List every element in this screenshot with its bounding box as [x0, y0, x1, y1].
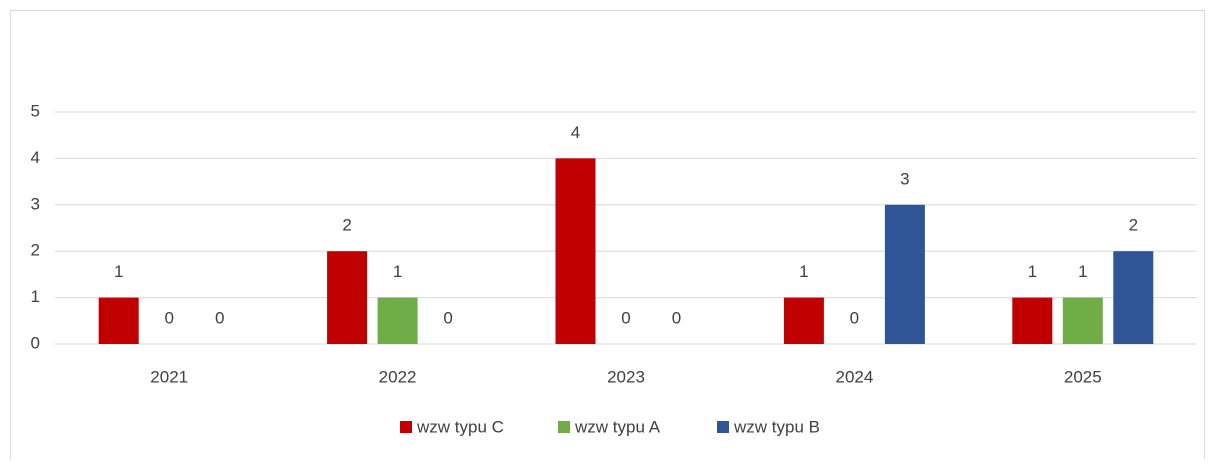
y-tick-label: 0 — [31, 333, 40, 352]
y-tick-label: 5 — [31, 101, 40, 120]
x-tick-label: 2022 — [379, 367, 417, 386]
value-label: 2 — [1129, 216, 1138, 235]
value-label: 1 — [114, 262, 123, 281]
value-label: 0 — [164, 308, 173, 327]
bar — [1113, 251, 1154, 344]
value-label: 1 — [1078, 262, 1087, 281]
legend-label: wzw typu C — [416, 417, 504, 436]
x-tick-label: 2021 — [150, 367, 188, 386]
y-tick-label: 2 — [31, 241, 40, 260]
legend-label: wzw typu B — [733, 417, 820, 436]
bar — [327, 251, 368, 344]
bar — [884, 204, 925, 344]
value-label: 4 — [571, 123, 580, 142]
value-label: 0 — [621, 308, 630, 327]
value-label: 0 — [215, 308, 224, 327]
bar — [555, 158, 596, 344]
value-label: 1 — [393, 262, 402, 281]
y-tick-label: 1 — [31, 287, 40, 306]
x-tick-label: 2023 — [607, 367, 645, 386]
value-label: 2 — [342, 216, 351, 235]
legend-swatch — [717, 421, 729, 433]
legend-swatch — [400, 421, 412, 433]
x-tick-label: 2025 — [1064, 367, 1102, 386]
value-label: 0 — [672, 308, 681, 327]
bar — [1012, 297, 1053, 344]
value-label: 3 — [900, 169, 909, 188]
y-tick-label: 4 — [31, 148, 40, 167]
value-label: 0 — [443, 308, 452, 327]
value-label: 1 — [799, 262, 808, 281]
x-tick-label: 2024 — [835, 367, 873, 386]
bar — [783, 297, 824, 344]
legend-label: wzw typu A — [574, 417, 661, 436]
bar — [377, 297, 418, 344]
legend-swatch — [558, 421, 570, 433]
bar — [1062, 297, 1103, 344]
value-label: 0 — [850, 308, 859, 327]
chart-frame — [10, 10, 1205, 464]
value-label: 1 — [1028, 262, 1037, 281]
bar — [98, 297, 139, 344]
y-tick-label: 3 — [31, 194, 40, 213]
